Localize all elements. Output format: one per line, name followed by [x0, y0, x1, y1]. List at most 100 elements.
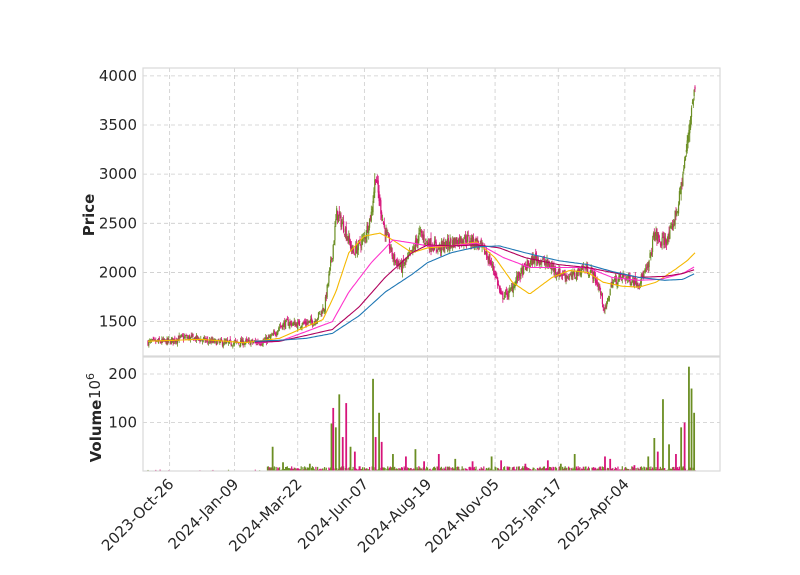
candle-body — [346, 237, 348, 241]
candle-body — [585, 268, 587, 270]
candle-body — [579, 270, 581, 276]
candle-body — [356, 247, 359, 254]
candle-body — [499, 287, 501, 292]
volume-bar — [463, 468, 465, 471]
volume-bar — [302, 467, 304, 471]
candle-body — [420, 229, 422, 232]
moving-average-lines — [147, 232, 696, 344]
volume-bar — [436, 466, 438, 471]
volume-bar — [670, 468, 672, 471]
candle-body — [449, 239, 451, 249]
volume-bar — [473, 466, 475, 471]
volume-spike-bar — [490, 456, 493, 471]
volume-bar — [322, 468, 324, 471]
candle-body — [538, 261, 540, 265]
candle-body — [431, 248, 433, 250]
volume-bar — [585, 466, 587, 471]
volume-bar — [511, 467, 513, 471]
candle-body — [515, 280, 517, 284]
volume-bar — [492, 469, 494, 471]
volume-bar — [639, 467, 642, 471]
candle-body — [186, 336, 188, 339]
candle-body — [677, 204, 680, 214]
volume-bar — [538, 467, 540, 471]
candle-body — [290, 321, 292, 323]
volume-bar — [542, 466, 545, 471]
volume-bar — [575, 466, 578, 471]
candle-body — [536, 258, 539, 264]
volume-bar — [412, 469, 414, 471]
volume-bar — [533, 467, 535, 471]
volume-bar — [303, 469, 305, 471]
volume-bar — [292, 468, 295, 471]
candle-body — [238, 343, 240, 344]
candle-body — [355, 244, 358, 254]
candle-body — [491, 263, 494, 267]
candle-body — [536, 255, 538, 262]
candle-body — [425, 238, 427, 241]
candle-body — [421, 234, 423, 237]
candle-body — [619, 274, 622, 278]
volume-spike-bar — [688, 366, 690, 471]
svg-text:106: 106 — [84, 373, 104, 399]
candle-body — [162, 338, 165, 342]
candle-body — [675, 211, 677, 215]
candle-body — [467, 235, 469, 237]
candle-body — [427, 242, 430, 246]
ma-line-a — [147, 232, 696, 344]
candle-body — [317, 318, 319, 321]
candle-body — [370, 211, 372, 222]
candle-body — [680, 182, 682, 195]
candle-body — [662, 236, 664, 238]
candle-body — [513, 287, 515, 289]
candle-body — [380, 200, 382, 214]
candle-body — [668, 231, 670, 239]
candle-body — [329, 267, 331, 274]
candle-body — [285, 319, 288, 321]
volume-spike-bar — [559, 463, 562, 471]
candle-body — [516, 275, 518, 283]
volume-bar — [677, 468, 680, 471]
volume-spike-bar — [271, 446, 274, 471]
volume-bar — [268, 467, 270, 471]
candle-body — [561, 273, 563, 276]
volume-bar — [641, 467, 643, 471]
volume-spike-bar — [693, 412, 696, 471]
candle-body — [548, 264, 550, 266]
volume-bar — [318, 469, 320, 471]
volume-bar — [561, 466, 564, 471]
candle-body — [574, 277, 577, 279]
candle-body — [587, 266, 589, 274]
candle-body — [595, 281, 597, 283]
volume-bar — [623, 469, 625, 471]
candle-body — [516, 275, 519, 280]
candle-body — [272, 332, 275, 335]
candle-body — [232, 345, 234, 347]
candle-body — [213, 340, 215, 343]
candle-body — [567, 277, 569, 278]
candle-body — [485, 250, 488, 256]
candle-body — [320, 310, 322, 314]
candle-body — [694, 86, 696, 90]
candle-body — [452, 238, 455, 248]
candle-body — [484, 252, 487, 255]
candle-body — [188, 336, 190, 339]
candle-body — [284, 321, 286, 328]
volume-bar — [629, 468, 631, 471]
candle-body — [377, 180, 379, 193]
candle-body — [154, 339, 156, 341]
volume-bar — [644, 467, 646, 471]
volume-bar — [494, 466, 496, 471]
candle-body — [439, 245, 442, 251]
volume-bar — [532, 467, 534, 471]
candle-body — [318, 312, 320, 314]
candle-body — [548, 263, 551, 269]
candle-body — [665, 240, 668, 246]
candle-body — [310, 319, 312, 323]
volume-bar — [352, 466, 354, 471]
volume-bar — [321, 468, 323, 471]
candle-body — [590, 268, 592, 273]
volume-spike-bar — [609, 458, 612, 471]
candle-body — [184, 336, 186, 338]
volume-bar — [579, 467, 581, 471]
